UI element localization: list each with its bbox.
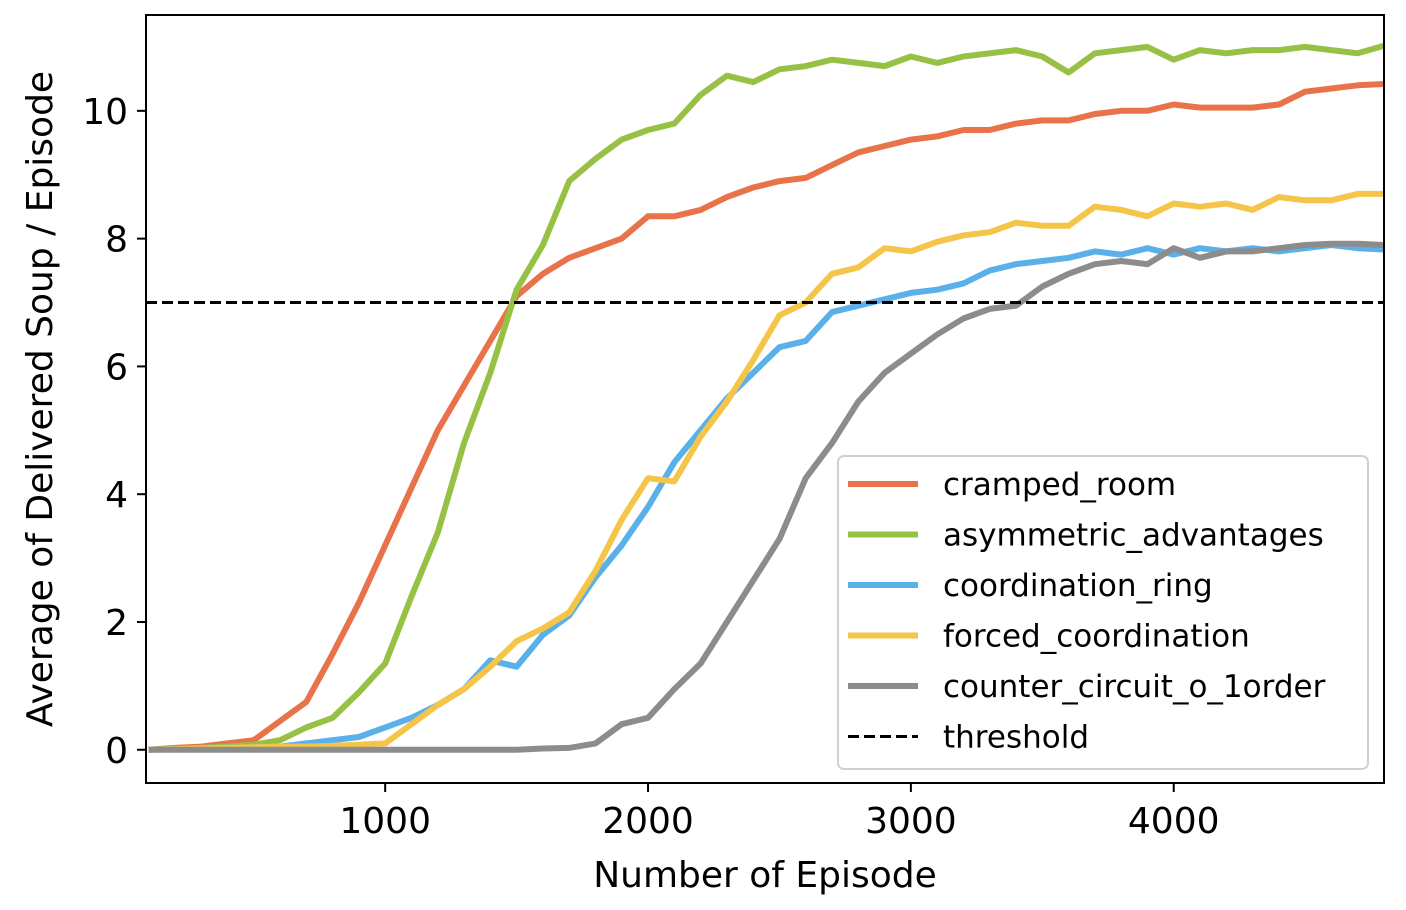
series-line-forced-coordination (148, 190, 1384, 753)
series-line-counter-circuit-o-1order (148, 240, 1384, 753)
legend: cramped_room asymmetric_advantagescoordin… (837, 455, 1369, 770)
series-line-coordination-ring (148, 242, 1384, 753)
y-tick-label: 2 (105, 603, 128, 644)
y-axis-label: Average of Delivered Soup / Episode (20, 71, 61, 727)
y-tick-label: 6 (105, 347, 128, 388)
y-tick-label: 4 (105, 475, 128, 516)
x-axis: 1000 2000 3000 4000 (339, 783, 1220, 842)
y-axis: 0 2 4 6 8 10 (82, 92, 146, 772)
y-tick-label: 8 (105, 220, 128, 261)
series-line-cramped-room (148, 81, 1384, 753)
legend-label: coordination_ring (943, 568, 1213, 604)
series-layer (148, 42, 1384, 753)
x-tick-label: 4000 (1128, 801, 1220, 842)
y-tick-label: 10 (82, 92, 128, 133)
legend-label: asymmetric_advantages (943, 518, 1324, 554)
plot-frame (145, 14, 1385, 784)
legend-box (837, 455, 1369, 770)
legend-label: counter_circuit_o_1order (943, 669, 1326, 705)
x-tick-label: 3000 (865, 801, 957, 842)
y-tick-label: 0 (105, 731, 128, 772)
legend-label: cramped_room (943, 467, 1176, 503)
legend-label: threshold (943, 720, 1089, 756)
x-tick-label: 2000 (602, 801, 694, 842)
series-line-asymmetric-advantages (148, 42, 1384, 753)
x-axis-label: Number of Episode (593, 855, 937, 896)
legend-label: forced_coordination (943, 619, 1250, 655)
x-tick-label: 1000 (339, 801, 431, 842)
